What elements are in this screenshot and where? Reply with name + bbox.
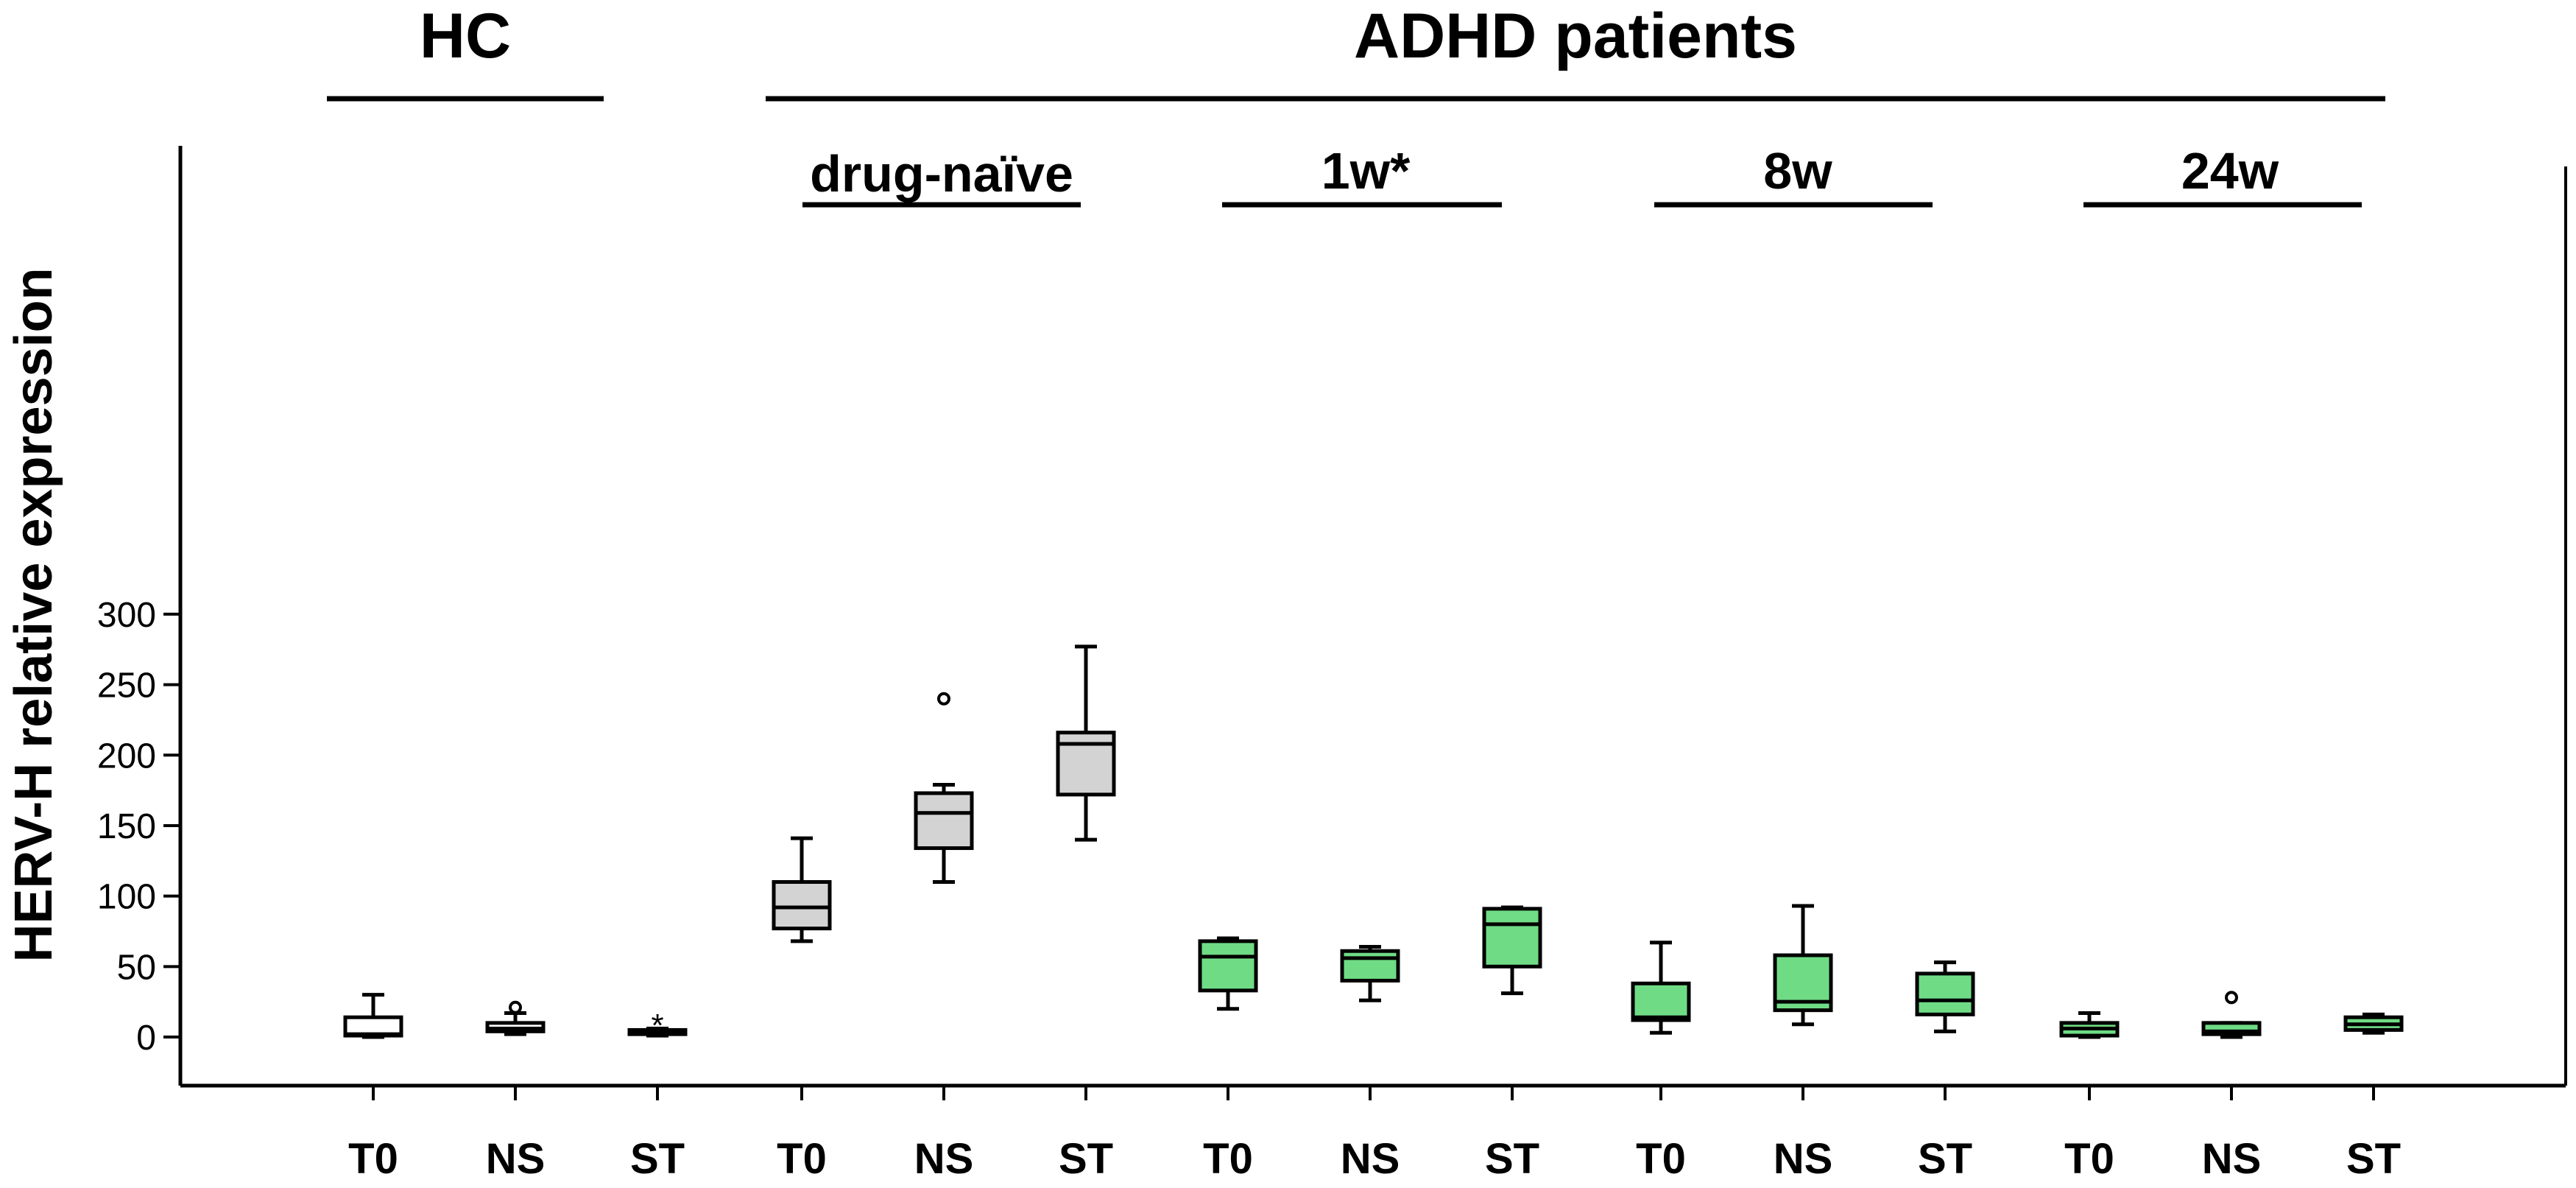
x-tick-label: NS	[914, 1135, 974, 1183]
box-iqr	[772, 879, 832, 931]
extreme-point: *	[651, 1008, 663, 1044]
box-9	[1482, 905, 1542, 996]
box-2	[485, 1000, 546, 1036]
x-tick-label: ST	[1485, 1135, 1539, 1183]
box-series: *	[343, 644, 2404, 1044]
group-label: HC	[420, 1, 511, 71]
x-tick-label: ST	[630, 1135, 685, 1183]
y-tick-label: 250	[97, 667, 156, 706]
subgroup-label: 24w	[2181, 142, 2279, 200]
x-tick-label: NS	[1774, 1135, 1833, 1183]
y-tick-label: 200	[97, 737, 156, 776]
y-tick-label: 50	[117, 948, 156, 987]
outlier-point	[937, 692, 950, 706]
box-iqr	[1631, 981, 1691, 1022]
box-13	[2059, 1010, 2120, 1039]
outlier-point	[2225, 991, 2238, 1005]
box-8	[1340, 945, 1400, 1002]
box-15	[2343, 1012, 2404, 1035]
box-iqr	[1482, 907, 1542, 969]
x-tick-labels: T0 NS ST T0 NS ST T0 NS ST T0 NS ST T0 NS ST	[348, 1086, 2401, 1183]
box-iqr	[914, 791, 974, 851]
box-iqr	[1198, 939, 1258, 993]
box-7	[1198, 936, 1258, 1011]
y-tick-label: 150	[97, 807, 156, 846]
group-brackets: HC ADHD patients drug-naïve 1w* 8w 24w	[327, 1, 2385, 208]
subgroup-label: 1w*	[1321, 142, 1411, 200]
x-tick-label: ST	[1059, 1135, 1113, 1183]
box-4	[772, 836, 832, 943]
x-tick-label: T0	[1636, 1135, 1686, 1183]
group-label: ADHD patients	[1354, 1, 1797, 71]
x-tick-label: NS	[1341, 1135, 1400, 1183]
x-tick-label: T0	[777, 1135, 827, 1183]
box-10	[1631, 941, 1691, 1035]
y-ticks: 0 50 100 150 200 250 300	[97, 596, 180, 1058]
y-axis-label: HERV-H relative expression	[4, 267, 63, 962]
box-11	[1773, 904, 1833, 1027]
x-tick-label: ST	[2346, 1135, 2401, 1183]
box-12	[1915, 960, 1975, 1033]
box-3: *	[627, 1008, 688, 1044]
outlier-point	[509, 1000, 522, 1014]
plot-frame	[178, 146, 2567, 1088]
x-tick-label: NS	[2202, 1135, 2262, 1183]
box-5	[914, 692, 974, 884]
box-iqr	[1056, 731, 1116, 797]
box-iqr	[1915, 971, 1975, 1016]
x-tick-label: ST	[1918, 1135, 1972, 1183]
box-1	[343, 993, 403, 1039]
subgroup-label: 8w	[1763, 142, 1832, 200]
y-tick-label: 100	[97, 878, 156, 917]
box-iqr	[1340, 949, 1400, 983]
box-14	[2201, 991, 2262, 1039]
x-tick-label: T0	[348, 1135, 398, 1183]
y-tick-label: 300	[97, 596, 156, 635]
x-tick-label: NS	[486, 1135, 546, 1183]
subgroup-label: drug-naïve	[810, 145, 1073, 203]
box-6	[1056, 644, 1116, 842]
x-tick-label: T0	[1203, 1135, 1253, 1183]
x-tick-label: T0	[2064, 1135, 2114, 1183]
y-tick-label: 0	[136, 1019, 156, 1058]
